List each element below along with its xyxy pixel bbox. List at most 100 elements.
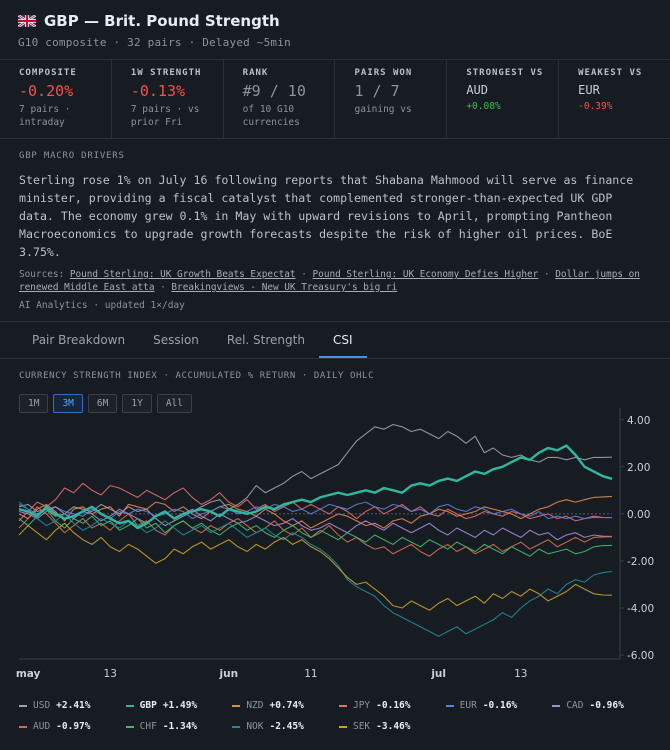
chart-legend: USD +2.41% GBP +1.49% NZD +0.74% JPY -0.16% EUR -… xyxy=(19,700,659,732)
stat-value: EUR xyxy=(578,83,600,97)
legend-value: -2.45% xyxy=(269,721,304,732)
legend-name: NOK xyxy=(246,721,264,732)
sources-label: Sources: xyxy=(19,269,65,280)
legend-item-gbp[interactable]: GBP +1.49% xyxy=(125,700,233,711)
series-line-jpy xyxy=(18,482,613,522)
stat-value: -0.20% xyxy=(19,82,74,100)
legend-item-sek[interactable]: SEK -3.46% xyxy=(338,721,446,732)
legend-item-cad[interactable]: CAD -0.96% xyxy=(552,700,659,711)
page-title: GBP — Brit. Pound Strength xyxy=(44,12,280,30)
stat-value: 1 / 7 xyxy=(354,82,400,100)
legend-swatch xyxy=(19,704,27,707)
y-tick-label: -6.00 xyxy=(627,650,654,662)
series-line-gbp xyxy=(18,444,613,530)
legend-item-nok[interactable]: NOK -2.45% xyxy=(232,721,339,732)
stat-note: of 10 G10 currencies xyxy=(242,104,300,128)
stat-value: -0.13% xyxy=(130,82,186,100)
source-link[interactable]: Pound Sterling: UK Economy Defies Higher xyxy=(312,269,539,280)
stat-label: RANK xyxy=(242,68,269,78)
legend-swatch xyxy=(19,725,27,728)
sources-list: Sources: Pound Sterling: UK Growth Beats… xyxy=(19,269,640,293)
drivers-text: Sterling rose 1% on July 16 following re… xyxy=(19,173,634,259)
legend-name: CHF xyxy=(139,721,157,732)
csi-section: CURRENCY STRENGTH INDEX · ACCUMULATED % … xyxy=(0,359,670,413)
y-tick-label: 0.00 xyxy=(627,509,650,521)
tab-rel-strength[interactable]: Rel. Strength xyxy=(226,333,305,347)
stat-note: +0.08% xyxy=(466,101,501,112)
range-6m-button[interactable]: 6M xyxy=(87,394,118,413)
source-link[interactable]: Breakingviews - New UK Treasury's big ri xyxy=(171,282,398,293)
y-tick-label: 2.00 xyxy=(627,462,650,474)
legend-item-eur[interactable]: EUR -0.16% xyxy=(445,700,553,711)
y-tick-label: -4.00 xyxy=(627,603,654,615)
source-link[interactable]: Dollar jumps on renewed Middle East atta xyxy=(19,269,640,293)
series-line-nzd xyxy=(18,495,613,529)
legend-value: +2.41% xyxy=(56,700,91,711)
stat-note: gaining vs xyxy=(354,104,412,115)
legend-value: +1.49% xyxy=(162,700,198,711)
macro-drivers: GBP MACRO DRIVERS Sterling rose 1% on Ju… xyxy=(0,139,670,322)
legend-swatch xyxy=(232,704,241,707)
x-tick-label: 13 xyxy=(104,668,117,680)
range-all-button[interactable]: All xyxy=(156,394,192,413)
legend-swatch xyxy=(338,725,347,728)
x-tick-label: 11 xyxy=(304,668,317,680)
legend-item-nzd[interactable]: NZD +0.74% xyxy=(232,700,339,711)
series-line-chf xyxy=(18,508,613,557)
x-tick-label: may xyxy=(16,668,41,680)
stat-label: STRONGEST VS xyxy=(466,68,544,78)
page-header: GBP — Brit. Pound Strength G10 composite… xyxy=(0,0,670,60)
series-line-sek xyxy=(18,522,613,611)
stat-label: PAIRS WON xyxy=(354,68,413,78)
legend-swatch xyxy=(125,704,134,707)
stat-label: 1W STRENGTH xyxy=(130,68,202,78)
csi-chart: 4.00 2.00 0.00 -2.00 -4.00 -6.00 may 13 jun 11 jul… xyxy=(16,408,654,680)
page-subtitle: G10 composite · 32 pairs · Delayed ~5min xyxy=(18,36,291,49)
legend-item-jpy[interactable]: JPY -0.16% xyxy=(338,700,446,711)
series-line-usd xyxy=(18,423,613,527)
legend-swatch xyxy=(232,725,241,728)
stat-pairs-won: PAIRS WON 1 / 7 gaining vs xyxy=(335,60,448,138)
range-selector: 1M 3M 6M 1Y All xyxy=(19,394,670,413)
legend-item-aud[interactable]: AUD -0.97% xyxy=(19,721,126,732)
stat-note: 7 pairs · intraday xyxy=(19,104,71,128)
stat-weakest-vs: WEAKEST VS EUR -0.39% xyxy=(559,60,670,138)
legend-value: +0.74% xyxy=(269,700,304,711)
legend-swatch xyxy=(552,704,561,707)
ai-meta: AI Analytics · updated 1×/day xyxy=(19,300,185,311)
stats-strip: COMPOSITE -0.20% 7 pairs · intraday 1W S… xyxy=(0,60,670,139)
range-3m-button[interactable]: 3M xyxy=(53,394,83,413)
legend-item-usd[interactable]: USD +2.41% xyxy=(19,700,126,711)
legend-swatch xyxy=(338,704,347,707)
legend-name: SEK xyxy=(352,721,371,732)
legend-value: -0.16% xyxy=(376,700,411,711)
legend-name: NZD xyxy=(246,700,264,711)
range-1y-button[interactable]: 1Y xyxy=(122,394,152,413)
series-line-cad xyxy=(18,506,613,541)
legend-value: -0.16% xyxy=(482,700,518,711)
stat-strongest-vs: STRONGEST VS AUD +0.08% xyxy=(447,60,560,138)
stat-composite: COMPOSITE -0.20% 7 pairs · intraday xyxy=(0,60,112,138)
range-1m-button[interactable]: 1M xyxy=(19,394,49,413)
legend-item-chf[interactable]: CHF -1.34% xyxy=(125,721,233,732)
legend-value: -3.46% xyxy=(376,721,411,732)
legend-name: CAD xyxy=(566,700,584,711)
chart-title: CURRENCY STRENGTH INDEX · ACCUMULATED % … xyxy=(19,371,375,381)
tab-session[interactable]: Session xyxy=(153,333,199,347)
stat-rank: RANK #9 / 10 of 10 G10 currencies xyxy=(224,60,336,138)
legend-value: -0.97% xyxy=(56,721,91,732)
series-line-eur xyxy=(18,501,612,520)
section-label: GBP MACRO DRIVERS xyxy=(19,151,125,161)
tab-pair-breakdown[interactable]: Pair Breakdown xyxy=(32,333,126,347)
y-tick-label: 4.00 xyxy=(627,415,650,427)
tab-bar: Pair Breakdown Session Rel. Strength CSI xyxy=(0,322,670,359)
legend-name: GBP xyxy=(139,700,157,711)
stat-note: 7 pairs · vs prior Fri xyxy=(130,104,200,128)
x-tick-label: jul xyxy=(430,668,446,680)
tab-csi[interactable]: CSI xyxy=(318,322,367,358)
x-tick-label: jun xyxy=(219,668,239,680)
stat-1w-strength: 1W STRENGTH -0.13% 7 pairs · vs prior Fr… xyxy=(112,60,224,138)
stat-label: WEAKEST VS xyxy=(578,68,643,78)
source-link[interactable]: Pound Sterling: UK Growth Beats Expectat xyxy=(69,269,296,280)
legend-value: -1.34% xyxy=(162,721,198,732)
